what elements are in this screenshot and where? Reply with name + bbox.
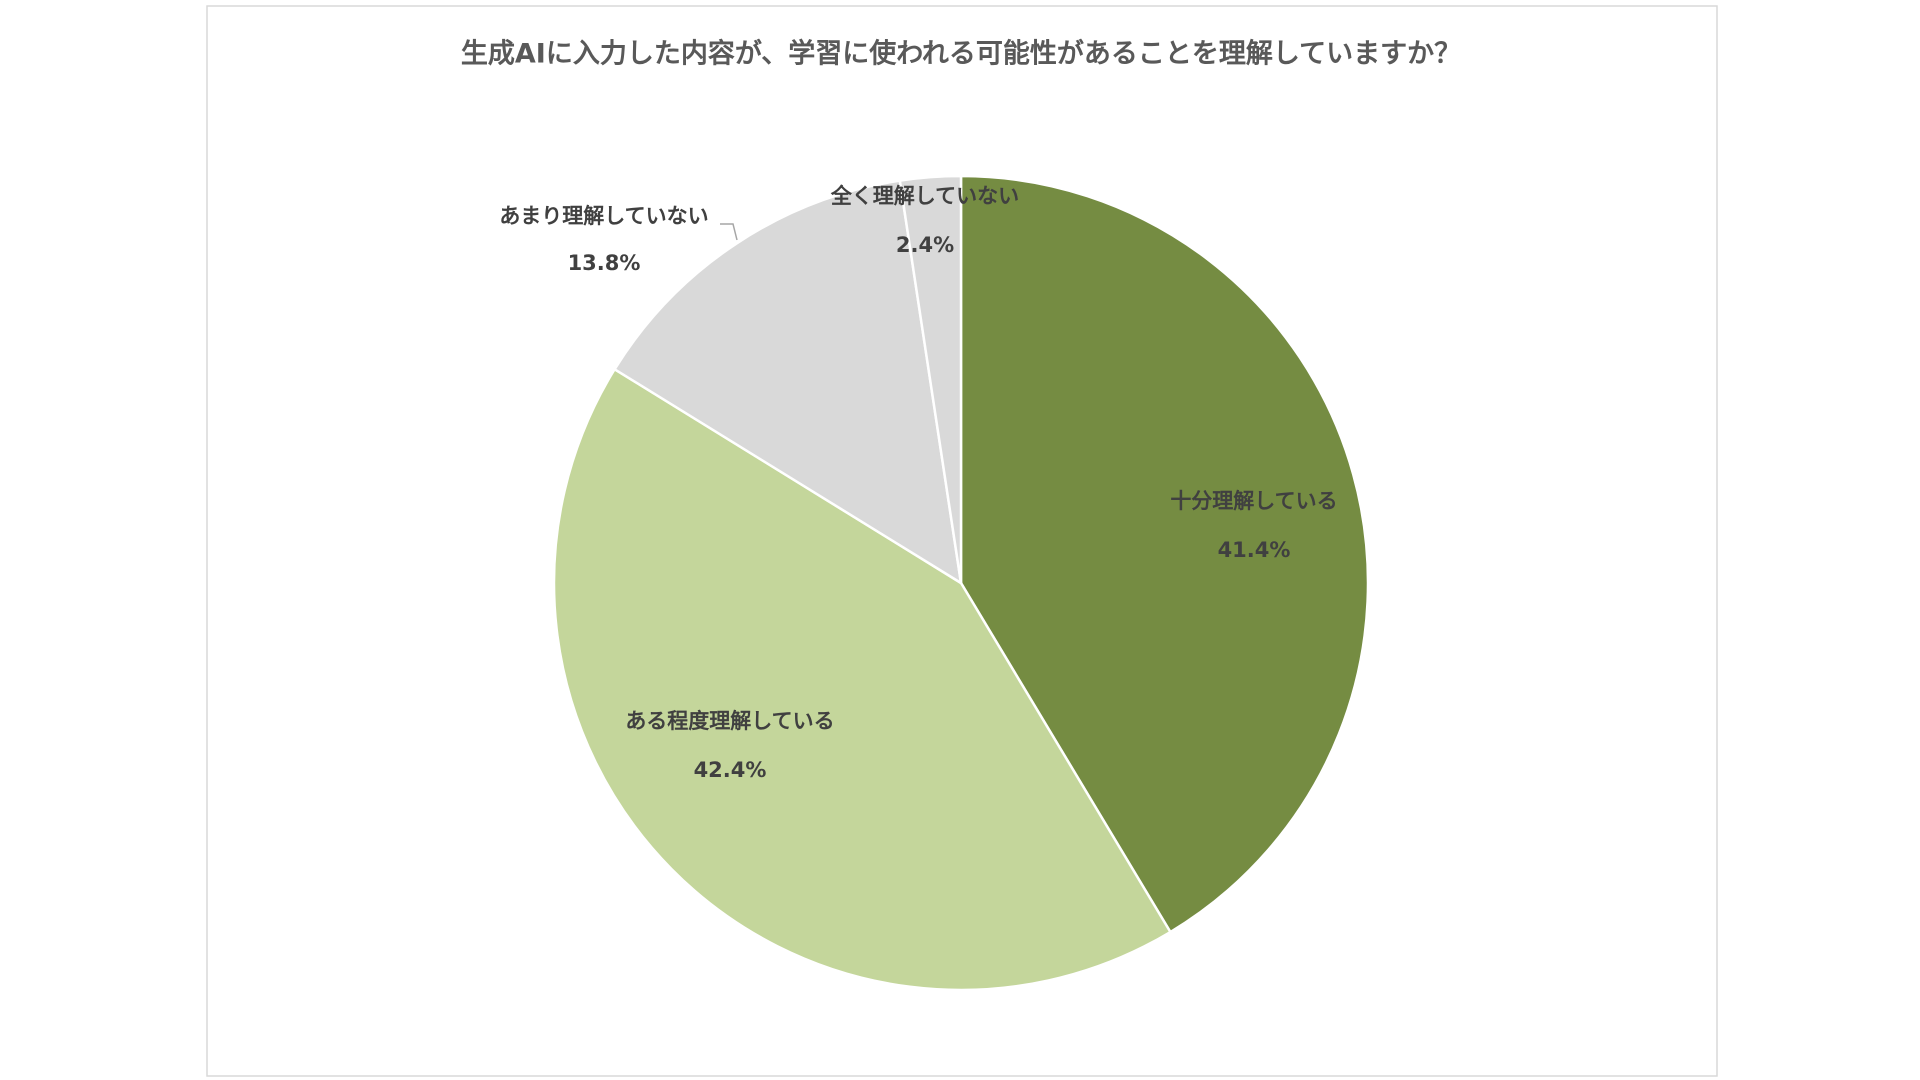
pie-slice — [612, 179, 963, 586]
pie-slice — [898, 174, 963, 584]
slice-label: ある程度理解している — [625, 709, 834, 733]
pie-slice — [552, 367, 1173, 992]
value-label: 13.8% — [568, 251, 641, 275]
value-label: 2.4% — [896, 233, 954, 257]
slice-label: 全く理解していない — [830, 184, 1019, 208]
pie-slice — [959, 174, 1370, 934]
slice-label: あまり理解していない — [499, 204, 708, 228]
value-label: 42.4% — [694, 758, 767, 782]
chart-title: 生成AIに入力した内容が、学習に使われる可能性があることを理解していますか？ — [461, 38, 1461, 70]
leader-line — [720, 223, 738, 241]
value-label: 41.4% — [1218, 538, 1291, 562]
slice-label: 十分理解している — [1170, 489, 1337, 513]
